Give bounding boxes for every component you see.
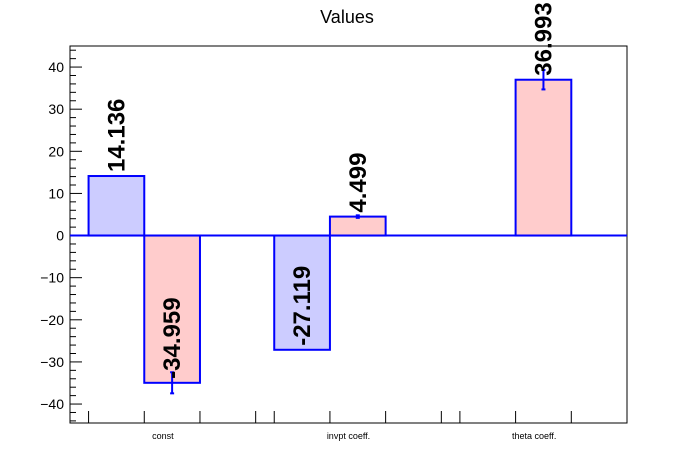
bar <box>514 78 573 237</box>
y-tick-label: −20 <box>40 312 64 328</box>
y-tick-label: −30 <box>40 354 64 370</box>
y-tick-label: 40 <box>48 59 64 75</box>
y-axis: −40 −30 −20 −10 0 10 20 30 40 <box>40 49 82 422</box>
x-tick-label: invpt coeff. <box>327 431 370 441</box>
y-tick-label: 10 <box>48 185 64 201</box>
y-tick-label: −10 <box>40 270 64 286</box>
data-label: 4.499 <box>345 153 372 213</box>
data-label: -27.119 <box>289 266 316 346</box>
y-tick-label: 0 <box>56 228 64 244</box>
y-tick-label: −40 <box>40 396 64 412</box>
chart-title: Values <box>320 7 374 27</box>
plot-border <box>69 45 628 424</box>
data-label: 14.136 <box>103 99 130 172</box>
bar <box>328 215 387 237</box>
x-tick-label: theta coeff. <box>512 431 556 441</box>
x-tick-label: const <box>152 431 174 441</box>
data-label: 36.993 <box>530 2 557 75</box>
data-label: -34.959 <box>159 297 186 378</box>
plot-frame <box>69 45 628 424</box>
y-tick-label: 30 <box>48 101 64 117</box>
bar <box>87 175 146 237</box>
x-axis: const invpt coeff. theta coeff. <box>88 411 572 441</box>
y-tick-label: 20 <box>48 143 64 159</box>
value-labels: 14.136 -27.119 -34.959 4.499 36.993 <box>103 2 557 378</box>
